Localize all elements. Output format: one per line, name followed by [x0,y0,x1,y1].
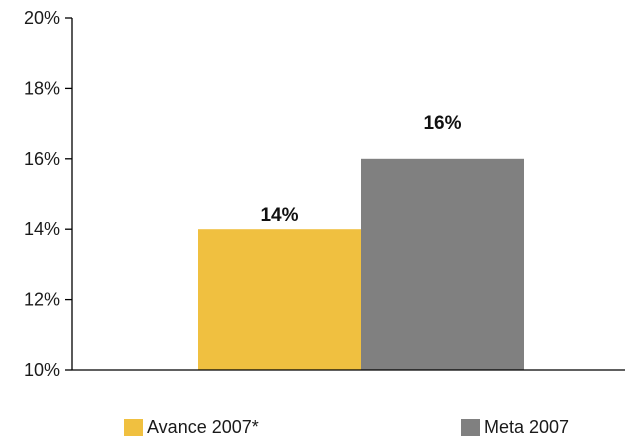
y-tick-label: 10% [24,360,60,380]
legend-label: Meta 2007 [484,417,569,437]
y-tick-label: 14% [24,219,60,239]
legend: Avance 2007* Meta 2007 [124,417,569,437]
y-tick-label: 16% [24,149,60,169]
y-axis: 10% 12% 14% 16% 18% 20% [24,8,73,380]
bar [361,158,524,370]
data-labels: 14% 16% [260,113,461,226]
y-tick-label: 18% [24,78,60,98]
bar-data-label: 14% [260,205,298,226]
legend-swatch [461,419,480,436]
bar [198,229,361,370]
legend-label: Avance 2007* [147,417,259,437]
y-tick-label: 12% [24,290,60,310]
bar-data-label: 16% [423,113,461,134]
legend-swatch [124,419,143,436]
bars [198,158,524,370]
y-tick-label: 20% [24,8,60,28]
